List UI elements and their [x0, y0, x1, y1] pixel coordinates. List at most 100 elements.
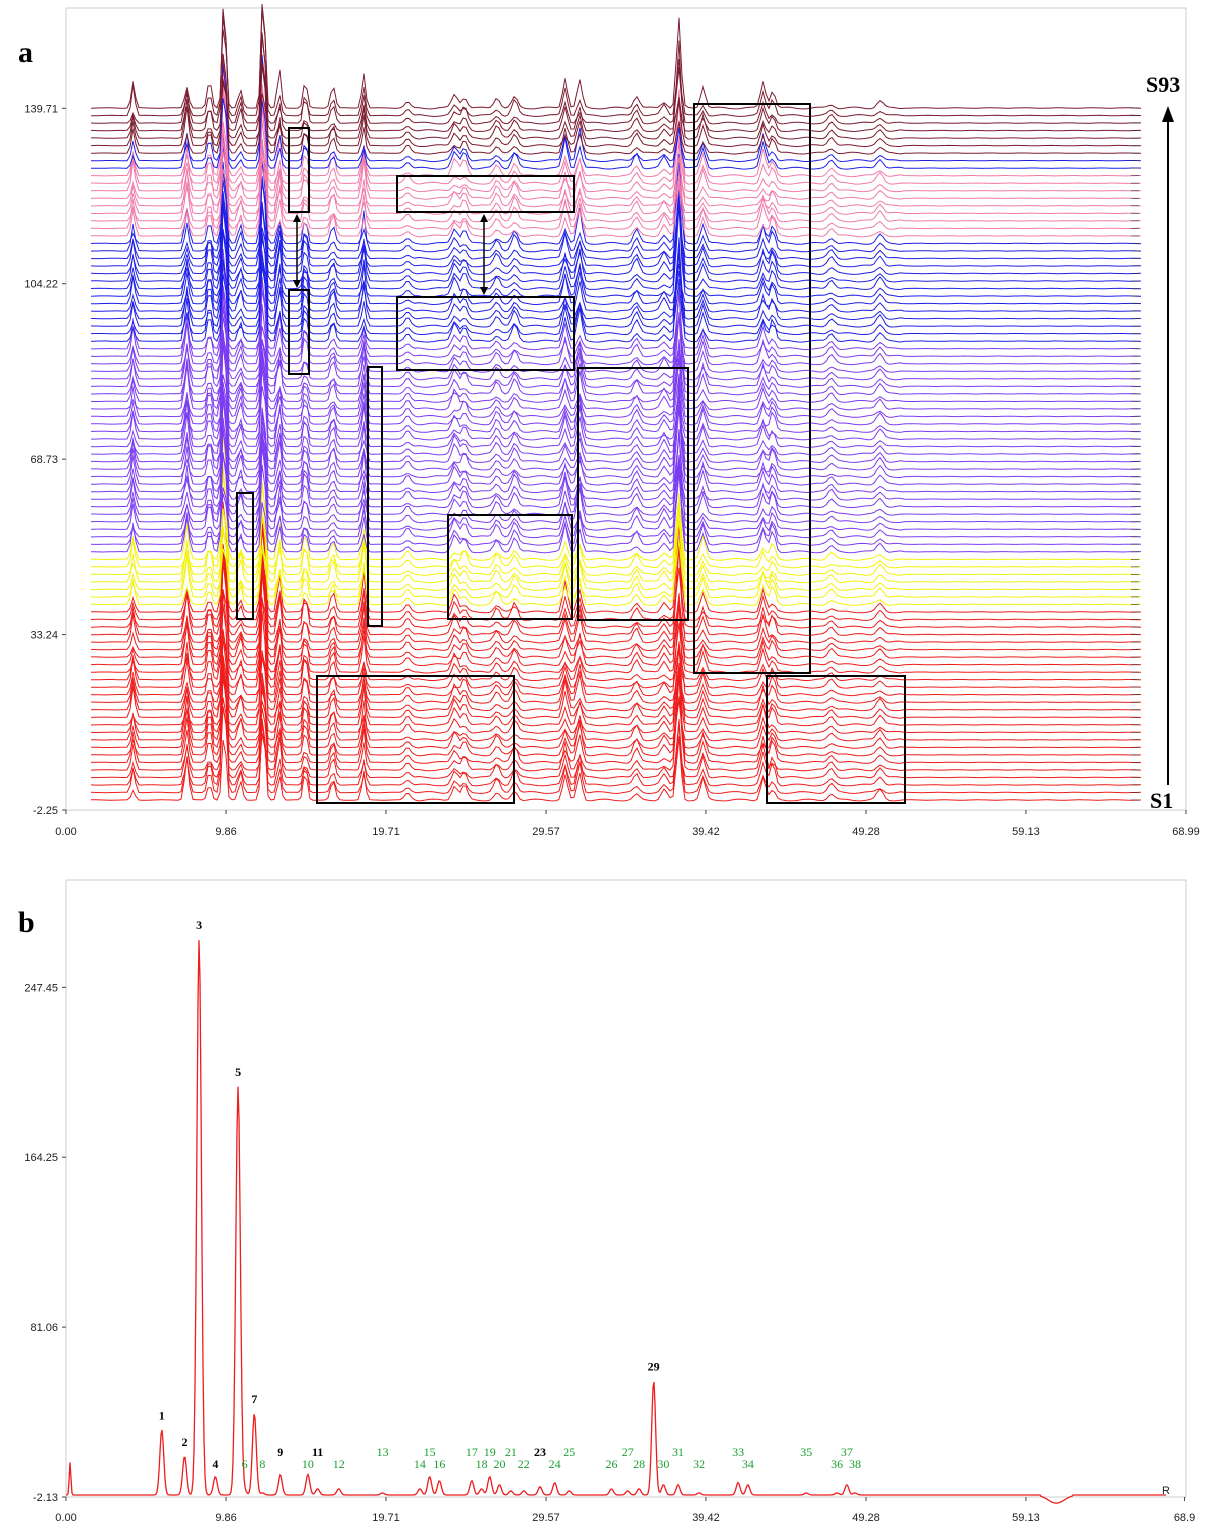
sample-trace — [90, 133, 1142, 253]
a-xtick-label: 19.71 — [372, 826, 400, 838]
peak-label-37: 37 — [841, 1445, 853, 1459]
sample-trace — [90, 675, 1142, 772]
sample-trace — [91, 417, 1142, 516]
sample-trace — [90, 8, 1141, 125]
a-xtick-label: 49.28 — [852, 826, 880, 838]
peak-label-23: 23 — [534, 1445, 546, 1459]
sample-trace — [90, 280, 1141, 366]
sample-trace — [90, 121, 1141, 200]
sample-trace — [90, 669, 1142, 764]
peak-label-1: 1 — [159, 1408, 165, 1422]
a-ytick-label: 104.22 — [24, 279, 58, 291]
peak-label-4: 4 — [212, 1457, 218, 1471]
highlight-box — [766, 675, 906, 804]
peak-label-33: 33 — [732, 1445, 744, 1459]
b-xtick-label: 39.42 — [692, 1512, 720, 1524]
panel-a-x-axis: 0.00 9.86 19.71 29.57 39.42 49.28 59.13 68.99 — [55, 810, 1200, 838]
panel-b-peak-labels: 1234567891011121314151617181920212223242… — [159, 918, 861, 1471]
b-xtick-label: 0.00 — [55, 1512, 76, 1524]
peak-label-27: 27 — [622, 1445, 634, 1459]
sample-trace — [90, 659, 1141, 787]
panel-a-plot-frame — [65, 7, 1187, 811]
highlight-box — [396, 175, 575, 213]
b-ytick-label: 81.06 — [30, 1322, 58, 1334]
b-xtick-label: 49.28 — [852, 1512, 880, 1524]
sample-trace — [91, 543, 1142, 636]
sample-trace — [91, 718, 1142, 802]
b-xtick-label: 9.86 — [215, 1512, 236, 1524]
panel-b-x-axis: 0.00 9.86 19.71 29.57 39.42 49.28 59.13 68.9 — [55, 1497, 1195, 1524]
sample-trace — [90, 629, 1142, 712]
sample-trace — [91, 483, 1142, 584]
highlight-box — [577, 367, 689, 621]
sample-trace — [91, 230, 1142, 328]
peak-label-26: 26 — [605, 1457, 617, 1471]
peak-label-21: 21 — [505, 1445, 517, 1459]
b-xtick-label: 29.57 — [532, 1512, 560, 1524]
sample-trace — [90, 288, 1142, 418]
sample-trace — [90, 386, 1141, 479]
a-xtick-label: 39.42 — [692, 826, 720, 838]
sample-trace — [90, 452, 1142, 546]
peak-label-14: 14 — [414, 1457, 426, 1471]
sample-trace — [90, 107, 1142, 208]
sample-trace — [91, 288, 1142, 373]
peak-label-11: 11 — [312, 1445, 323, 1459]
peak-label-35: 35 — [800, 1445, 812, 1459]
sample-trace — [90, 601, 1141, 697]
sample-trace — [90, 464, 1142, 599]
peak-label-22: 22 — [518, 1457, 530, 1471]
peak-label-17: 17 — [466, 1445, 478, 1459]
panel-a-letter: a — [18, 36, 33, 69]
panel-b-trace — [65, 940, 1166, 1504]
sample-trace — [90, 303, 1141, 411]
trace-end-marker: R — [1162, 1485, 1170, 1497]
sample-trace — [91, 396, 1141, 524]
panel-a-y-axis: -2.25 33.24 68.73 104.22 139.71 — [24, 103, 66, 817]
a-ytick-label: -2.25 — [33, 805, 58, 817]
sample-trace — [90, 425, 1141, 554]
peak-label-31: 31 — [672, 1445, 684, 1459]
peak-label-38: 38 — [849, 1457, 861, 1471]
sample-trace — [90, 32, 1142, 148]
label-s93: S93 — [1146, 72, 1180, 97]
peak-label-28: 28 — [633, 1457, 645, 1471]
sample-trace — [90, 428, 1141, 509]
sample-trace — [91, 505, 1141, 606]
b-xtick-label: 68.9 — [1174, 1512, 1195, 1524]
b-xtick-label: 59.13 — [1012, 1512, 1040, 1524]
panel-b-y-axis: -2.13 81.06 164.25 247.45 — [24, 982, 66, 1504]
b-ytick-label: 164.25 — [24, 1152, 58, 1164]
sample-trace — [90, 550, 1141, 652]
peak-label-7: 7 — [251, 1392, 257, 1406]
sample-trace — [91, 60, 1141, 178]
sample-trace — [90, 88, 1142, 215]
peak-label-12: 12 — [333, 1457, 345, 1471]
sample-trace — [90, 66, 1142, 193]
a-xtick-label: 59.13 — [1012, 826, 1040, 838]
peak-label-19: 19 — [484, 1445, 496, 1459]
peak-label-20: 20 — [493, 1457, 505, 1471]
sample-trace — [90, 201, 1141, 298]
peak-label-10: 10 — [302, 1457, 314, 1471]
peak-label-15: 15 — [424, 1445, 436, 1459]
highlight-box — [447, 514, 573, 620]
peak-label-6: 6 — [242, 1457, 248, 1471]
highlight-box — [396, 296, 575, 371]
peak-label-13: 13 — [377, 1445, 389, 1459]
panel-b-plot-frame — [65, 879, 1187, 1498]
comparison-arrowhead — [480, 287, 488, 295]
comparison-arrowhead — [480, 214, 488, 222]
sample-trace — [90, 35, 1141, 133]
peak-label-9: 9 — [277, 1445, 283, 1459]
b-ytick-label: -2.13 — [33, 1492, 58, 1504]
sample-trace — [90, 597, 1142, 704]
sample-trace — [91, 662, 1142, 749]
sample-trace — [90, 119, 1141, 223]
a-xtick-label: 68.99 — [1172, 826, 1200, 838]
sample-trace — [91, 264, 1142, 351]
a-xtick-label: 0.00 — [55, 826, 76, 838]
sample-trace — [90, 63, 1142, 170]
